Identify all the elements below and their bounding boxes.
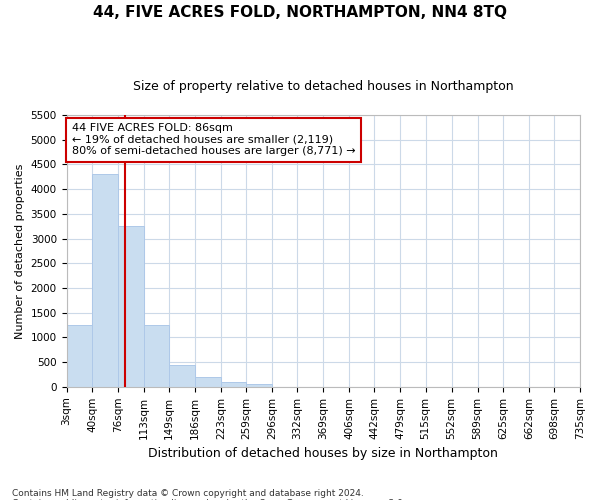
Text: Contains public sector information licensed under the Open Government Licence v3: Contains public sector information licen…	[12, 498, 406, 500]
Text: Contains HM Land Registry data © Crown copyright and database right 2024.: Contains HM Land Registry data © Crown c…	[12, 488, 364, 498]
Bar	[195, 378, 221, 387]
Title: Size of property relative to detached houses in Northampton: Size of property relative to detached ho…	[133, 80, 514, 93]
Text: 44 FIVE ACRES FOLD: 86sqm
← 19% of detached houses are smaller (2,119)
80% of se: 44 FIVE ACRES FOLD: 86sqm ← 19% of detac…	[71, 123, 355, 156]
Bar	[67, 325, 92, 387]
Text: 44, FIVE ACRES FOLD, NORTHAMPTON, NN4 8TQ: 44, FIVE ACRES FOLD, NORTHAMPTON, NN4 8T…	[93, 5, 507, 20]
Bar	[143, 325, 169, 387]
Bar	[246, 384, 272, 387]
Bar	[169, 364, 195, 387]
Y-axis label: Number of detached properties: Number of detached properties	[15, 163, 25, 338]
Bar	[92, 174, 118, 387]
Bar	[221, 382, 246, 387]
Bar	[118, 226, 143, 387]
X-axis label: Distribution of detached houses by size in Northampton: Distribution of detached houses by size …	[148, 447, 498, 460]
